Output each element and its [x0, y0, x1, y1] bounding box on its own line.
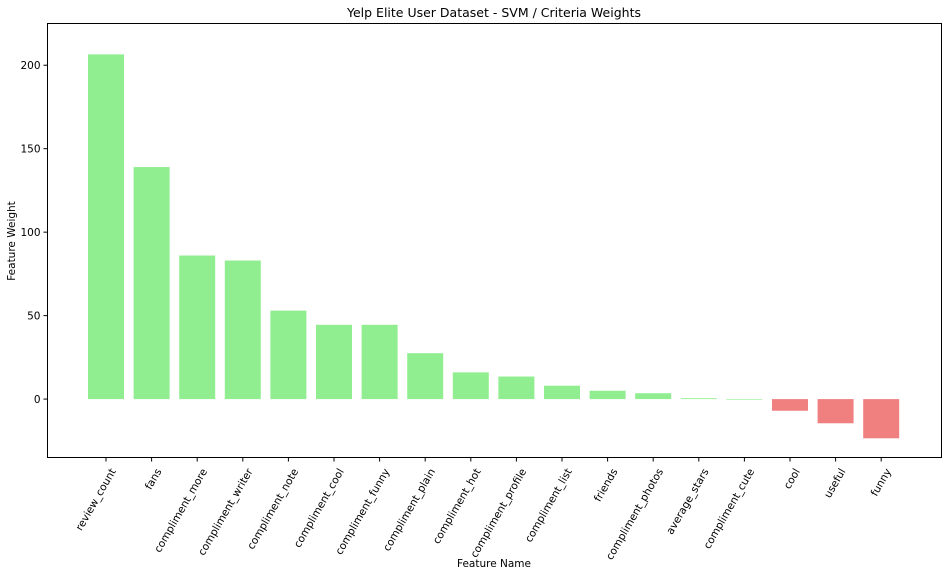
bar-cool [772, 399, 808, 411]
bar-compliment_more [179, 255, 216, 400]
bar-compliment_cute [726, 399, 763, 400]
chart-title: Yelp Elite User Dataset - SVM / Criteria… [346, 5, 641, 20]
bar-compliment_list [544, 385, 580, 400]
x-tick-label-compliment_hot: compliment_hot [431, 467, 484, 546]
x-tick-label-review_count: review_count [74, 467, 119, 533]
x-tick-label-compliment_cool: compliment_cool [292, 467, 347, 550]
bar-useful [817, 399, 854, 424]
y-axis: 0 50 100 150 200 [20, 60, 48, 406]
y-tick-label-100: 100 [20, 227, 40, 239]
bar-fans [133, 167, 170, 400]
bar-compliment_note [270, 310, 307, 400]
plot-frame [47, 23, 942, 458]
x-tick-label-average_stars: average_stars [664, 467, 711, 537]
y-tick-label-200: 200 [20, 60, 40, 72]
bar-compliment_profile [498, 376, 535, 400]
x-tick-label-compliment_note: compliment_note [245, 467, 301, 552]
bar-friends [589, 390, 626, 400]
y-tick-label-150: 150 [20, 144, 40, 156]
x-axis-label: Feature Name [457, 558, 531, 570]
bar-compliment_funny [361, 324, 398, 400]
x-axis: review_count fanscompliment_morecomplimen… [74, 457, 894, 562]
x-tick-label-compliment_plain: compliment_plain [381, 467, 438, 554]
bar-compliment_photos [635, 393, 672, 400]
x-tick-label-cool: cool [782, 467, 803, 492]
bar-compliment_cool [316, 324, 352, 400]
x-tick-label-compliment_list: compliment_list [523, 467, 575, 545]
x-tick-label-funny: funny [869, 467, 894, 499]
y-tick-label-0: 0 [34, 394, 41, 406]
bar-compliment_writer [224, 260, 261, 400]
bar-average_stars [680, 398, 717, 400]
x-tick-label-compliment_cute: compliment_cute [702, 467, 758, 551]
x-tick-label-useful: useful [822, 467, 848, 501]
x-tick-label-fans: fans [143, 467, 165, 492]
y-axis-label: Feature Weight [6, 201, 18, 281]
bar-compliment_hot [452, 372, 489, 400]
bar-funny [863, 399, 900, 439]
bar-review_count [88, 54, 124, 400]
bar-compliment_plain [407, 353, 444, 400]
x-tick-label-friends: friends [592, 467, 620, 504]
y-tick-label-50: 50 [27, 311, 40, 323]
bars-group [88, 54, 900, 439]
